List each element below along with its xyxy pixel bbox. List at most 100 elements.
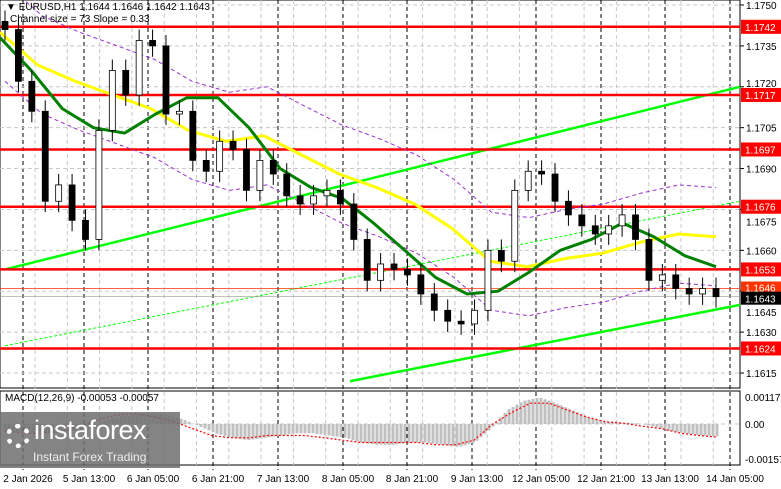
candle-body [417, 274, 425, 295]
y-tick-label: 1.1675 [746, 217, 777, 228]
level-price-label: 1.1717 [745, 91, 776, 102]
candle-body [269, 159, 277, 175]
candle-body [524, 170, 532, 191]
candle-body [538, 170, 546, 175]
macd-histogram-bar [355, 424, 359, 442]
macd-histogram-bar [571, 410, 575, 424]
level-price-badge [741, 199, 781, 214]
macd-histogram-bar [215, 424, 219, 434]
level-price-label: 1.1653 [745, 265, 776, 276]
macd-histogram-bar [371, 424, 375, 445]
macd-histogram-bar [375, 424, 379, 445]
channel-info: Channel size = 73 Slope = 0.33 [10, 14, 150, 25]
macd-histogram-bar [279, 424, 283, 436]
instaforex-logo: instaforex Instant Forex Trading [0, 412, 180, 468]
macd-histogram-bar [467, 424, 471, 445]
y-tick-label: 1.1705 [746, 124, 777, 135]
macd-histogram-bar [315, 424, 319, 434]
macd-histogram-bar [251, 424, 255, 440]
y-tick-label: 1.1720 [746, 79, 777, 90]
macd-histogram-bar [667, 424, 671, 431]
envelope-lower-line [4, 80, 717, 317]
macd-histogram-bar [591, 418, 595, 424]
macd-histogram-bar [575, 412, 579, 424]
candle-body [95, 129, 103, 240]
x-tick-label: 8 Jan 21:00 [386, 474, 439, 485]
candle-body [457, 320, 465, 325]
logo-tagline: Instant Forex Trading [33, 450, 147, 464]
candle-body [202, 159, 210, 172]
macd-title: MACD(12,26,9) -0.00053 -0.00057 [5, 393, 159, 404]
macd-histogram-bar [307, 424, 311, 434]
candle-body [672, 274, 680, 289]
macd-histogram-bar [291, 424, 295, 434]
macd-histogram-bar [459, 424, 463, 447]
candle-body [484, 249, 492, 311]
macd-histogram-bar [587, 417, 591, 424]
macd-histogram-bar [579, 413, 583, 424]
macd-histogram-bar [611, 422, 615, 424]
moving-average-slow [0, 31, 717, 269]
macd-histogram-bar [195, 424, 199, 426]
candle-body [149, 40, 156, 47]
candle-body [310, 195, 317, 205]
macd-histogram-bar [415, 424, 419, 443]
macd-histogram-bar [323, 424, 327, 435]
level-price-badge [741, 87, 781, 102]
macd-histogram-bar [423, 424, 427, 443]
x-tick-label: 12 Jan 05:00 [512, 474, 570, 485]
macd-histogram-bar [471, 424, 475, 444]
candle-body [699, 288, 706, 295]
macd-histogram-bar [495, 421, 499, 424]
moving-average-fast [0, 36, 717, 296]
macd-histogram-bar [607, 422, 611, 424]
level-price-label: 1.1676 [745, 203, 776, 214]
y-tick-label: 1.1645 [746, 308, 777, 319]
macd-histogram-bar [235, 424, 239, 439]
bid-price-badge [741, 291, 781, 305]
macd-histogram-bar [239, 424, 243, 440]
level-price-badge [741, 142, 781, 157]
level-price-label: 1.1697 [745, 145, 776, 156]
candle-body [162, 45, 170, 115]
macd-histogram-bar [499, 417, 503, 424]
macd-histogram-bar [463, 424, 467, 446]
candle-body [15, 29, 22, 82]
macd-histogram-bar [295, 424, 299, 434]
macd-histogram-bar [351, 424, 355, 441]
macd-histogram-bar [267, 424, 271, 438]
candle-body [645, 239, 653, 281]
macd-histogram-bar [563, 407, 567, 424]
logo-brand: instaforex [34, 415, 147, 445]
macd-histogram-bar [243, 424, 247, 440]
macd-histogram-bar [391, 424, 395, 445]
x-tick-label: 12 Jan 21:00 [577, 474, 635, 485]
candle-body [283, 173, 291, 197]
macd-histogram-bar [439, 424, 443, 445]
candle-body [578, 214, 586, 227]
candle-body [122, 70, 130, 96]
macd-histogram-bar [227, 424, 231, 438]
x-tick-label: 5 Jan 13:00 [63, 474, 116, 485]
macd-histogram-bar [427, 424, 431, 443]
macd-histogram-bar [715, 424, 719, 437]
candle-body [565, 200, 572, 216]
x-tick-label: 8 Jan 05:00 [322, 474, 375, 485]
ask-price-label: 1.1646 [745, 284, 776, 295]
x-tick-label: 13 Jan 13:00 [641, 474, 699, 485]
bid-price-label: 1.1643 [745, 295, 776, 306]
macd-histogram-bar [711, 424, 715, 437]
macd-histogram-bar [599, 420, 603, 424]
candle-body [658, 274, 666, 281]
macd-histogram-bar [475, 424, 479, 441]
macd-histogram-bar [367, 424, 371, 444]
symbol-ohlc: EURUSD,H1 1.1644 1.1646 1.1642 1.1643 [18, 2, 210, 13]
macd-histogram-bar [411, 424, 415, 443]
macd-histogram-bar [515, 404, 519, 424]
macd-histogram-bar [519, 402, 523, 424]
macd-histogram-bar [691, 424, 695, 435]
y-tick-label: 1.1615 [746, 369, 777, 380]
macd-tick-label: 0.00117 [745, 393, 781, 404]
macd-histogram-bar [287, 424, 291, 435]
